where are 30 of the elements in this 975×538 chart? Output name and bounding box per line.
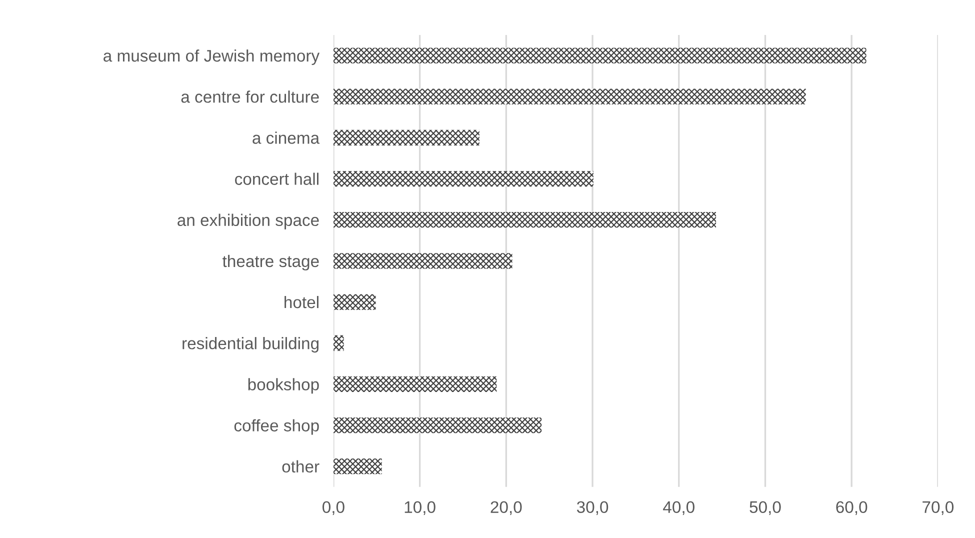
y-tick-label: theatre stage	[222, 254, 319, 270]
y-tick-label: residential building	[182, 337, 318, 353]
y-tick-label: coffee shop	[234, 419, 319, 435]
bar	[333, 212, 716, 228]
bar	[333, 88, 806, 104]
x-tick-label: 0,0	[322, 501, 344, 515]
y-tick-label: a museum of Jewish memory	[104, 49, 320, 66]
bar	[333, 253, 512, 269]
bar	[333, 294, 376, 310]
x-tick-label: 40,0	[663, 501, 694, 515]
bar	[333, 170, 594, 187]
y-tick-label: a centre for culture	[181, 90, 319, 103]
x-tick-label: 60,0	[836, 501, 868, 515]
x-tick-label: 10,0	[404, 501, 436, 515]
y-tick-label: a cinema	[252, 132, 320, 144]
x-tick-label: 70,0	[922, 501, 954, 515]
x-tick-label: 50,0	[750, 501, 781, 515]
bar	[333, 48, 866, 64]
y-tick-label: an exhibition space	[178, 214, 319, 230]
bar	[333, 335, 344, 351]
x-tick-label: 20,0	[490, 501, 522, 515]
y-tick-label: concert hall	[235, 172, 318, 185]
x-tick-label: 30,0	[576, 501, 608, 515]
bar	[333, 130, 480, 146]
bar	[333, 417, 542, 434]
bar	[333, 458, 382, 474]
y-tick-label: bookshop	[248, 378, 319, 394]
y-tick-label: other	[282, 460, 320, 473]
bar	[333, 376, 497, 392]
y-tick-label: hotel	[284, 296, 318, 308]
